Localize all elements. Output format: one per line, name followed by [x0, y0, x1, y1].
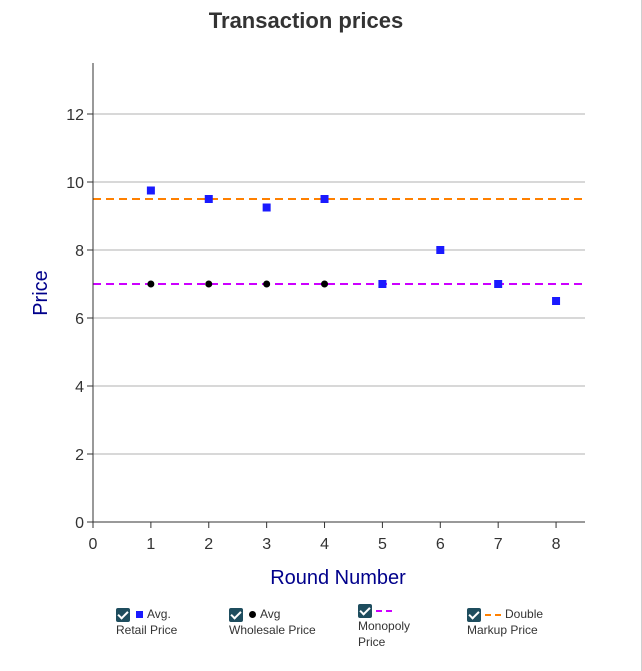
- legend-checkbox-wholesale[interactable]: [229, 607, 243, 622]
- x-tick-label: 6: [436, 536, 445, 553]
- dashed-line-icon: [376, 609, 392, 612]
- legend-label-monopoly-mid: Monopoly: [358, 619, 411, 633]
- y-tick-label: 6: [75, 311, 84, 328]
- point-retail: [146, 186, 155, 195]
- point-retail: [204, 195, 213, 203]
- point-wholesale: [147, 280, 155, 288]
- x-tick-label: 0: [89, 536, 98, 553]
- x-tick-labels: 0 1 2 3 4 5 6 7 8: [89, 522, 561, 553]
- x-tick-label: 8: [552, 536, 561, 553]
- chart-title: Transaction prices: [208, 8, 404, 33]
- x-tick-label: 4: [320, 536, 329, 553]
- legend: Avg. Retail Price Avg Wholesale Price Mo…: [0, 603, 642, 666]
- point-wholesale: [321, 280, 329, 288]
- dot-marker-icon: [249, 611, 256, 619]
- dashed-line-icon: [485, 613, 501, 616]
- x-axis-label: Round Number: [270, 567, 406, 589]
- point-retail: [552, 297, 561, 305]
- y-tick-label: 10: [66, 175, 84, 192]
- legend-label-double-top: Double: [505, 607, 544, 621]
- point-retail: [436, 246, 445, 254]
- legend-checkbox-retail[interactable]: [116, 607, 130, 622]
- y-tick-label: 12: [66, 107, 84, 124]
- legend-label-wholesale-bottom: Wholesale Price: [229, 623, 316, 637]
- legend-item-monopoly[interactable]: Monopoly Price: [358, 602, 410, 650]
- x-tick-label: 2: [204, 536, 213, 553]
- y-tick-label: 0: [75, 515, 84, 532]
- legend-label-monopoly-bottom: Price: [358, 635, 386, 649]
- x-tick-label: 1: [146, 536, 155, 553]
- y-tick-label: 2: [75, 447, 84, 464]
- point-retail: [320, 195, 329, 203]
- square-marker-icon: [136, 611, 143, 619]
- point-retail: [262, 203, 271, 212]
- x-tick-label: 3: [262, 536, 271, 553]
- reference-lines: [93, 198, 585, 285]
- legend-item-wholesale[interactable]: Avg Wholesale Price: [229, 606, 316, 638]
- point-retail: [494, 280, 503, 288]
- point-wholesale: [263, 280, 271, 288]
- data-marks: [146, 186, 561, 305]
- legend-checkbox-monopoly[interactable]: [358, 603, 372, 618]
- point-retail: [378, 280, 387, 288]
- grid-lines: [93, 113, 585, 455]
- point-wholesale: [205, 280, 213, 288]
- y-tick-labels: 0 2 4 6 8 10 12: [66, 107, 93, 532]
- legend-label-retail-bottom: Retail Price: [116, 623, 178, 637]
- legend-item-double-markup[interactable]: Double Markup Price: [467, 606, 543, 638]
- y-tick-label: 8: [75, 243, 84, 260]
- y-tick-label: 4: [75, 379, 84, 396]
- y-axis-label: Price: [30, 270, 52, 316]
- axes: [92, 63, 585, 523]
- legend-label-wholesale-top: Avg: [260, 607, 281, 621]
- legend-label-double-bottom: Markup Price: [467, 623, 538, 637]
- legend-item-retail[interactable]: Avg. Retail Price: [116, 606, 177, 638]
- x-tick-label: 5: [378, 536, 387, 553]
- x-tick-label: 7: [494, 536, 503, 553]
- legend-label-retail-top: Avg.: [147, 607, 171, 621]
- legend-checkbox-double-markup[interactable]: [467, 607, 481, 622]
